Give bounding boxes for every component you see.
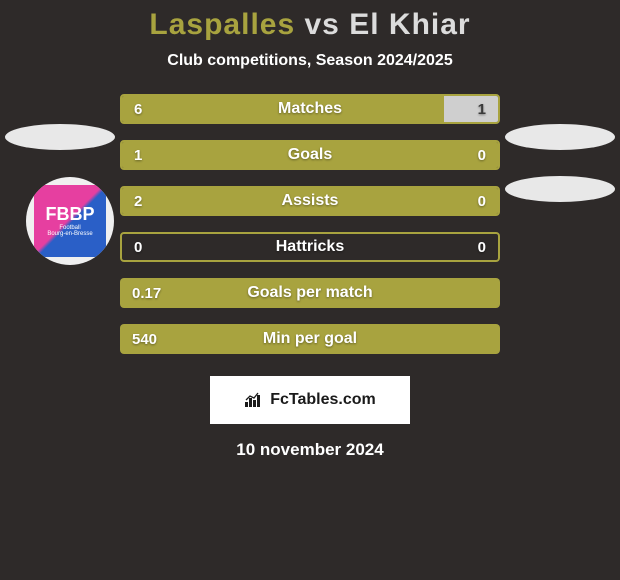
player-left-name: Laspalles bbox=[149, 8, 295, 41]
stat-single-row: 540Min per goal bbox=[120, 324, 500, 354]
stat-bars: 6Matches11Goals02Assists00Hattricks00.17… bbox=[120, 94, 500, 354]
club-logo: FBBP FootballBourg-en-Bresse bbox=[26, 177, 114, 265]
stat-row: 2Assists0 bbox=[120, 186, 500, 216]
club-logo-text: FBBP bbox=[46, 205, 95, 223]
stat-row: 1Goals0 bbox=[120, 140, 500, 170]
decorative-ellipse-right-1 bbox=[505, 124, 615, 150]
stat-label: Assists bbox=[122, 188, 498, 214]
stat-right-value: 0 bbox=[478, 234, 486, 260]
decorative-ellipse-right-2 bbox=[505, 176, 615, 202]
comparison-infographic: Laspalles vs El Khiar Club competitions,… bbox=[0, 0, 620, 580]
date-text: 10 november 2024 bbox=[0, 440, 620, 460]
stat-right-value: 0 bbox=[478, 188, 486, 214]
club-logo-badge: FBBP FootballBourg-en-Bresse bbox=[34, 185, 106, 257]
player-right-name: El Khiar bbox=[349, 8, 470, 41]
title-vs: vs bbox=[305, 8, 340, 41]
stat-right-value: 1 bbox=[478, 96, 486, 122]
stat-row: 6Matches1 bbox=[120, 94, 500, 124]
main-title: Laspalles vs El Khiar bbox=[0, 8, 620, 42]
chart-icon bbox=[244, 392, 264, 408]
stat-label: Matches bbox=[122, 96, 498, 122]
stat-right-value: 0 bbox=[478, 142, 486, 168]
stat-single-label: Goals per match bbox=[120, 284, 500, 302]
club-logo-subtext: FootballBourg-en-Bresse bbox=[47, 225, 92, 237]
stat-single-row: 0.17Goals per match bbox=[120, 278, 500, 308]
stat-label: Goals bbox=[122, 142, 498, 168]
footer-text: FcTables.com bbox=[270, 391, 376, 409]
decorative-ellipse-left bbox=[5, 124, 115, 150]
subtitle: Club competitions, Season 2024/2025 bbox=[0, 52, 620, 70]
stat-single-label: Min per goal bbox=[120, 330, 500, 348]
stat-row: 0Hattricks0 bbox=[120, 232, 500, 262]
footer-attribution: FcTables.com bbox=[210, 376, 410, 424]
stat-label: Hattricks bbox=[122, 234, 498, 260]
